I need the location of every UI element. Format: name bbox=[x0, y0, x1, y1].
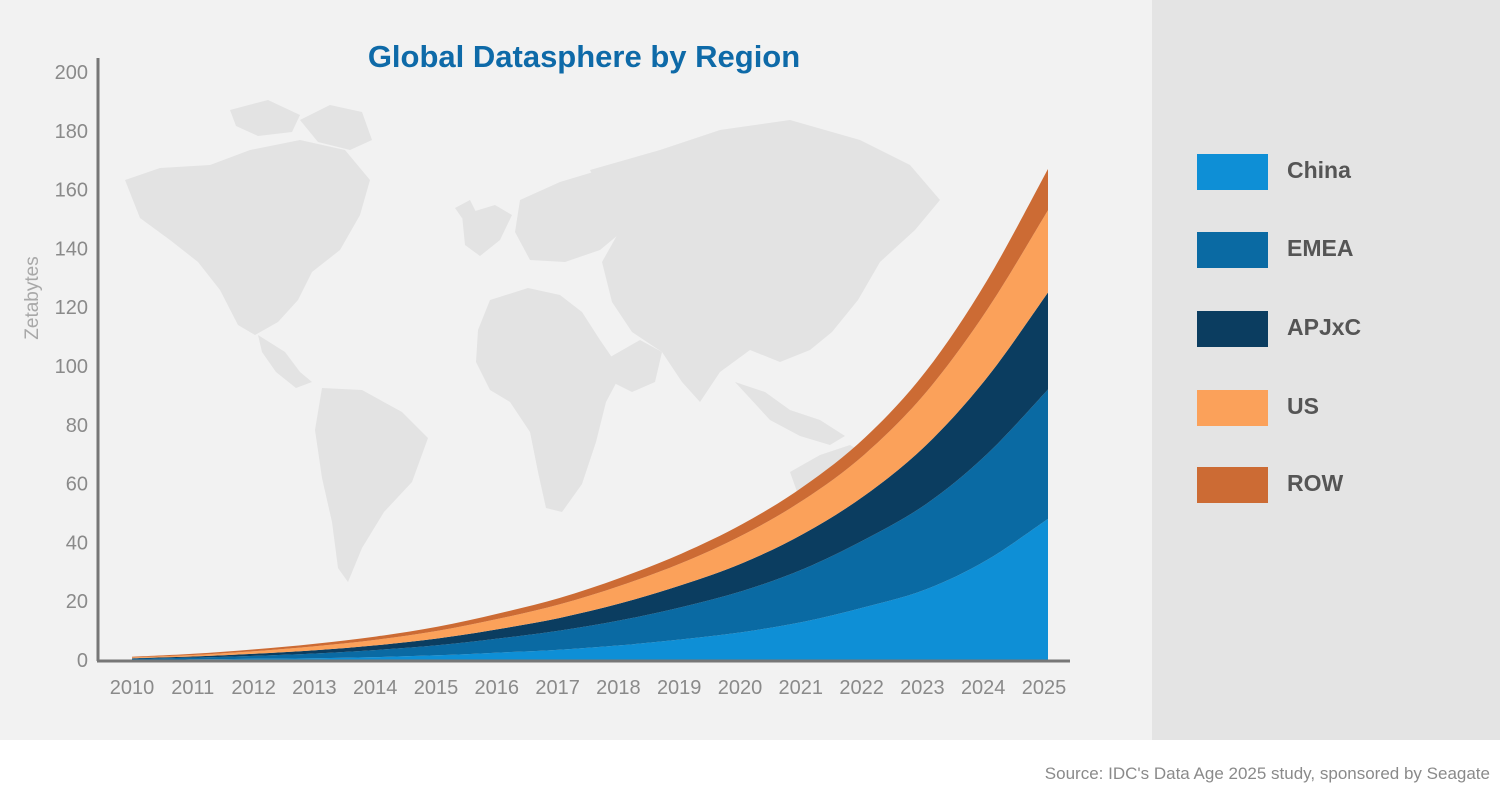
y-tick-label: 80 bbox=[66, 415, 88, 437]
legend-label-row: ROW bbox=[1287, 470, 1344, 496]
y-tick-label: 0 bbox=[77, 650, 88, 672]
x-tick-label: 2018 bbox=[596, 677, 641, 699]
y-tick-label: 120 bbox=[55, 297, 88, 319]
x-tick-label: 2021 bbox=[779, 677, 824, 699]
x-tick-label: 2019 bbox=[657, 677, 702, 699]
x-tick-label: 2015 bbox=[414, 677, 459, 699]
x-tick-label: 2012 bbox=[231, 677, 276, 699]
area-series-china bbox=[132, 518, 1048, 660]
y-tick-label: 40 bbox=[66, 532, 88, 554]
legend-panel: China EMEA APJxC US ROW bbox=[1152, 0, 1500, 740]
y-axis-label: Zetabytes bbox=[22, 256, 43, 339]
chart-panel: 0 20 40 60 80 100 120 140 160 180 200 2010 2011 2012 2… bbox=[0, 0, 1152, 740]
legend-swatch-china bbox=[1197, 154, 1268, 190]
x-tick-label: 2013 bbox=[292, 677, 337, 699]
x-tick-label: 2010 bbox=[110, 677, 155, 699]
legend-swatch-apjxc bbox=[1197, 311, 1268, 347]
legend-label-apjxc: APJxC bbox=[1287, 314, 1362, 340]
x-tick-label: 2024 bbox=[961, 677, 1006, 699]
y-tick-label: 200 bbox=[55, 62, 88, 84]
area-chart: 0 20 40 60 80 100 120 140 160 180 200 2010 2011 2012 2… bbox=[22, 39, 1070, 699]
legend-swatch-row bbox=[1197, 467, 1268, 503]
x-tick-label: 2017 bbox=[535, 677, 580, 699]
y-tick-label: 160 bbox=[55, 180, 88, 202]
legend-swatch-emea bbox=[1197, 232, 1268, 268]
y-tick-label: 180 bbox=[55, 121, 88, 143]
x-tick-label: 2020 bbox=[718, 677, 763, 699]
y-tick-label: 60 bbox=[66, 474, 88, 496]
x-tick-label: 2022 bbox=[839, 677, 884, 699]
y-tick-label: 20 bbox=[66, 591, 88, 613]
x-tick-label: 2025 bbox=[1022, 677, 1067, 699]
x-tick-label: 2011 bbox=[171, 677, 214, 699]
x-tick-label: 2016 bbox=[475, 677, 520, 699]
x-tick-label: 2023 bbox=[900, 677, 945, 699]
chart-title: Global Datasphere by Region bbox=[368, 39, 800, 74]
legend-label-china: China bbox=[1287, 157, 1351, 183]
legend-label-emea: EMEA bbox=[1287, 235, 1354, 261]
y-tick-label: 100 bbox=[55, 356, 88, 378]
area-series-emea bbox=[132, 389, 1048, 660]
legend-label-us: US bbox=[1287, 393, 1319, 419]
legend-swatch-us bbox=[1197, 390, 1268, 426]
world-map-background bbox=[125, 100, 940, 582]
y-tick-label: 140 bbox=[55, 238, 88, 260]
source-note: Source: IDC's Data Age 2025 study, spons… bbox=[1044, 764, 1490, 783]
x-tick-label: 2014 bbox=[353, 677, 398, 699]
